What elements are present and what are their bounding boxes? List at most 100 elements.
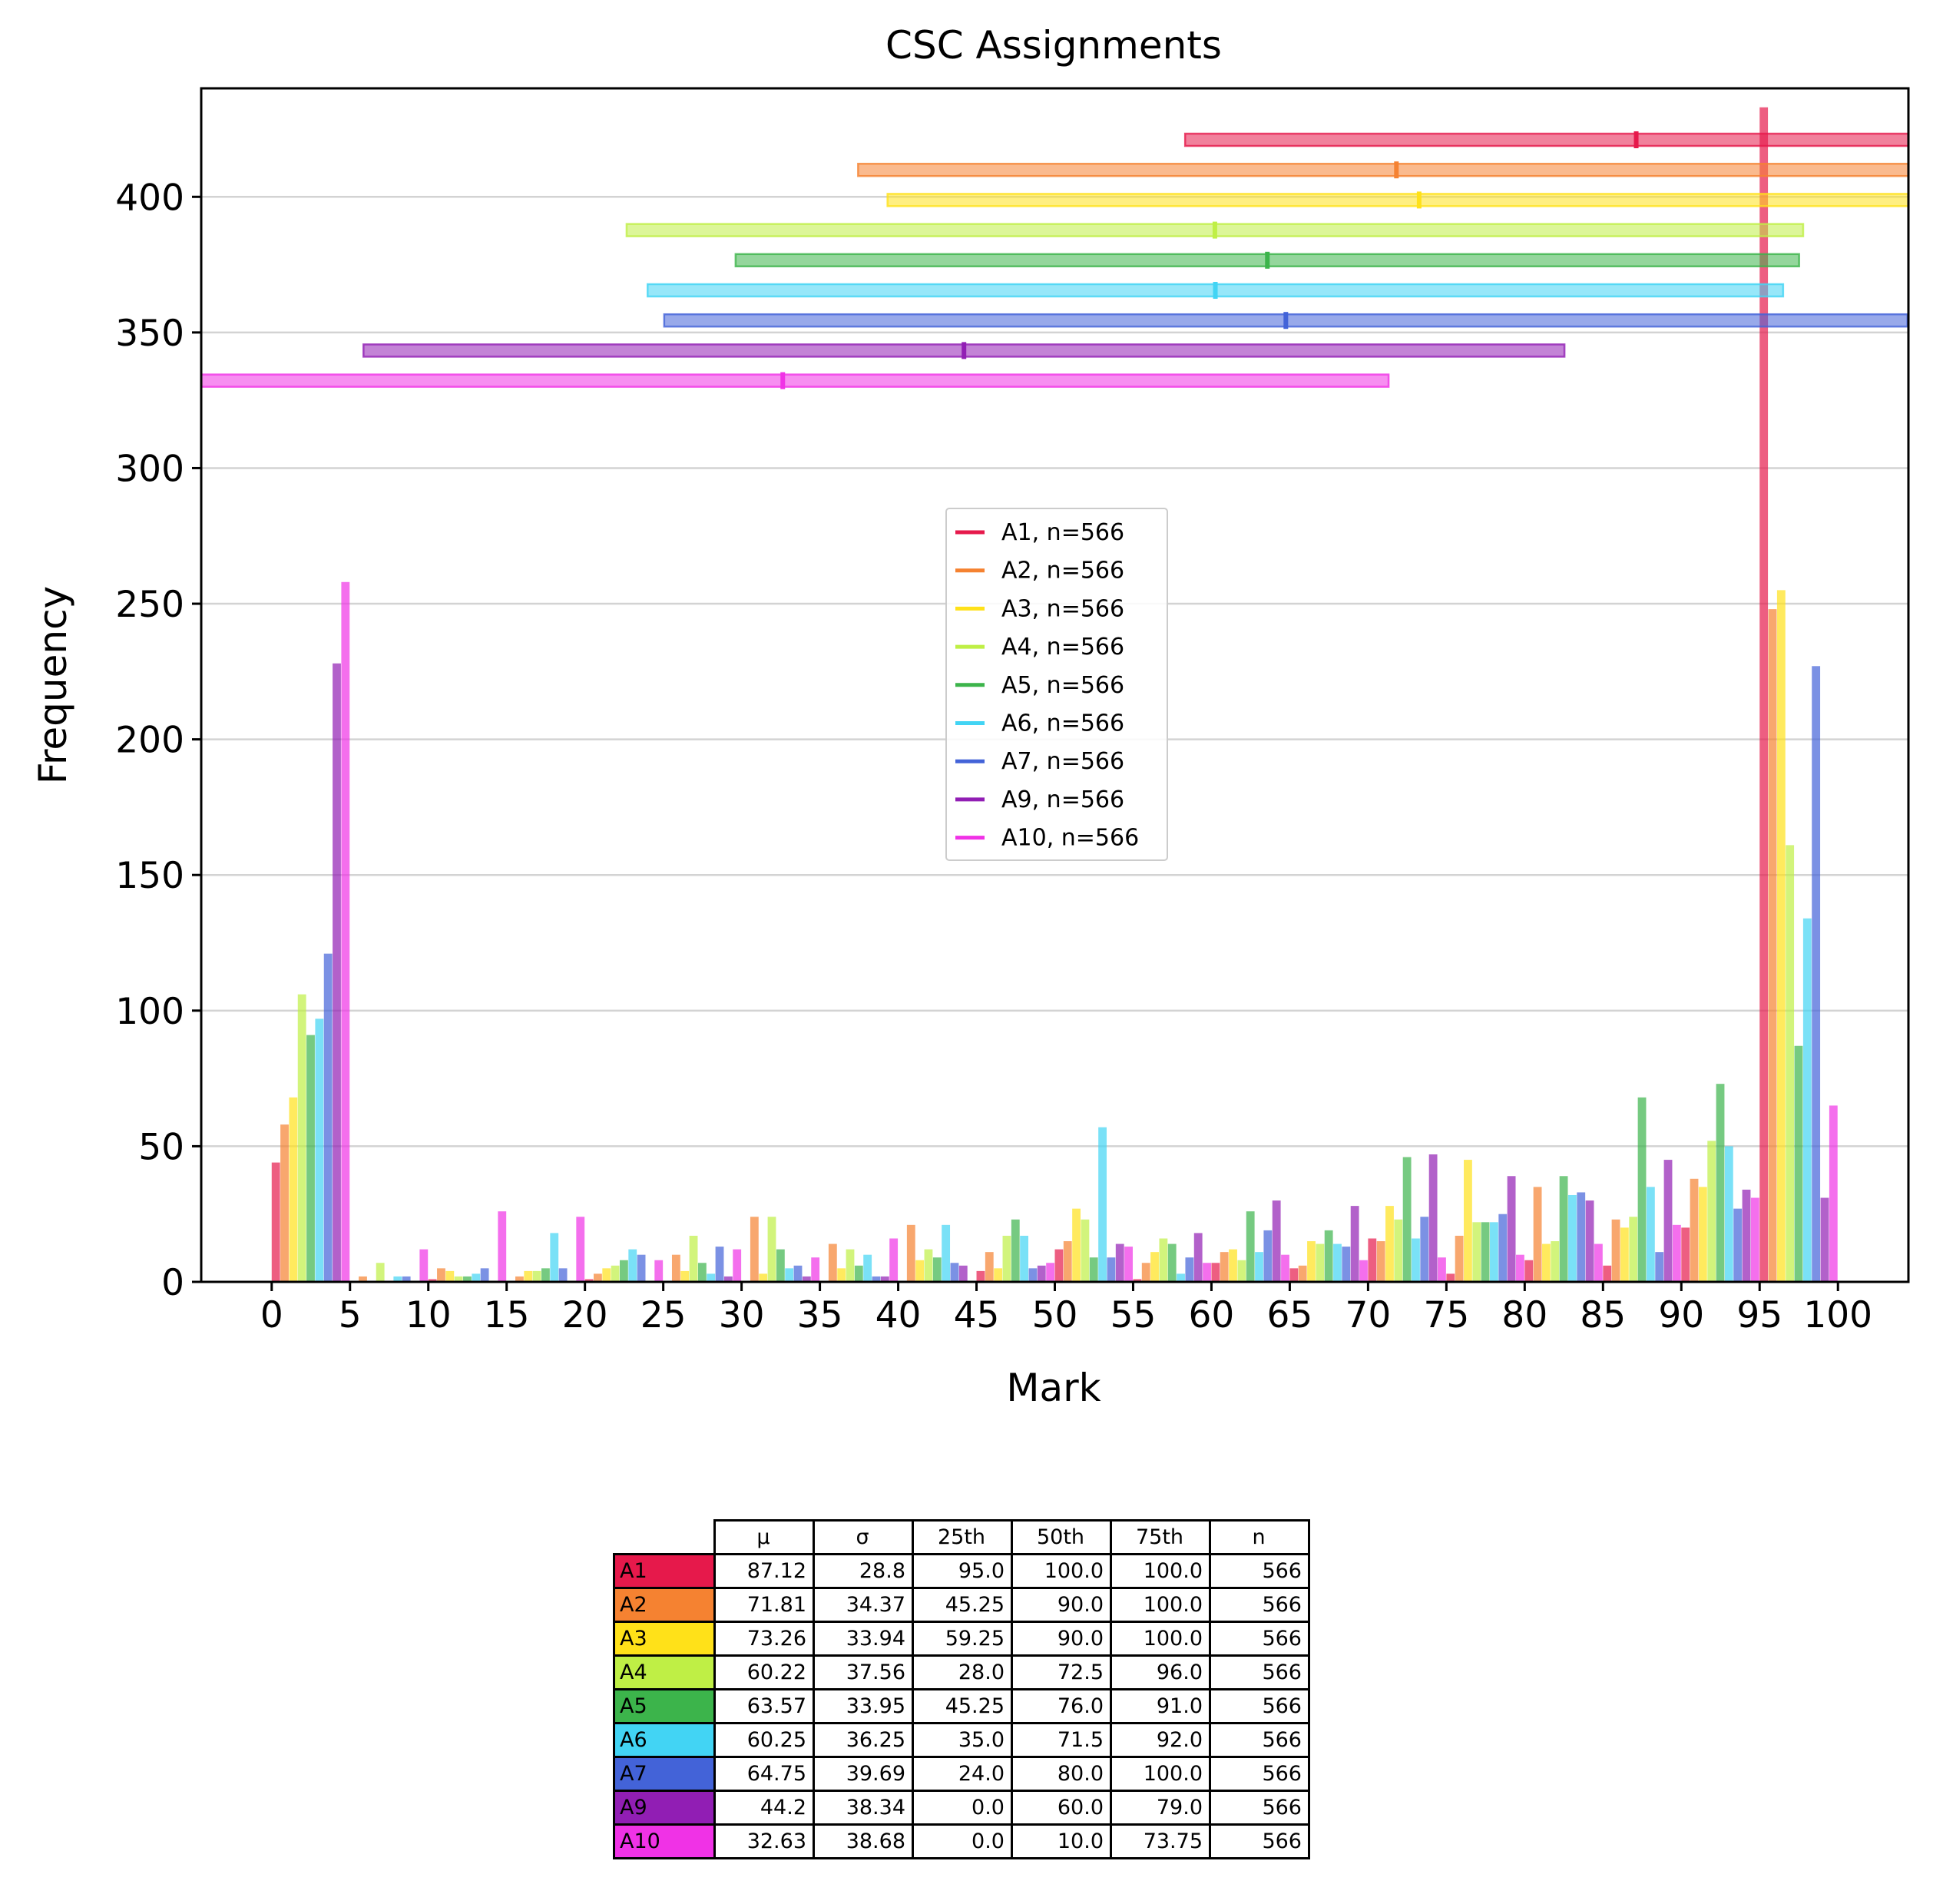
table-cell: 24.0 xyxy=(912,1756,1013,1792)
x-tick-label: 20 xyxy=(562,1294,608,1336)
histogram-bar xyxy=(1663,1160,1673,1282)
legend-label: A7, n=566 xyxy=(1001,748,1124,775)
histogram-bar xyxy=(323,953,333,1282)
histogram-bar xyxy=(985,1252,994,1282)
histogram-bar xyxy=(524,1270,533,1282)
histogram-bar xyxy=(1464,1160,1472,1282)
x-tick-label: 90 xyxy=(1658,1294,1704,1336)
histogram-bar xyxy=(297,994,306,1282)
table-cell: 33.94 xyxy=(813,1621,914,1657)
x-tick-label: 15 xyxy=(484,1294,530,1336)
histogram-bar xyxy=(472,1273,481,1282)
table-cell: 63.57 xyxy=(713,1688,815,1724)
histogram-bar xyxy=(315,1018,324,1282)
table-column-header: 50th xyxy=(1011,1519,1112,1555)
histogram-bar xyxy=(837,1268,846,1282)
histogram-bar xyxy=(341,581,350,1282)
histogram-bar xyxy=(1237,1260,1246,1282)
histogram-bar xyxy=(1507,1176,1516,1282)
table-cell: 37.56 xyxy=(813,1654,914,1690)
table-cell: 39.69 xyxy=(813,1756,914,1792)
histogram-bar xyxy=(593,1273,602,1282)
mean-marker xyxy=(1416,191,1422,209)
histogram-bar xyxy=(393,1276,402,1282)
histogram-bar xyxy=(454,1276,463,1282)
mean-marker xyxy=(1633,131,1639,148)
mean-std-range-bar xyxy=(1183,132,1910,147)
histogram-bar xyxy=(1707,1141,1716,1282)
histogram-bar xyxy=(811,1257,820,1282)
table-cell: 100.0 xyxy=(1011,1553,1112,1589)
histogram-bar xyxy=(1193,1233,1203,1282)
histogram-bar xyxy=(767,1217,776,1282)
table-cell: 59.25 xyxy=(912,1621,1013,1657)
histogram-bar xyxy=(671,1254,680,1282)
y-tick-label: 50 xyxy=(138,1126,184,1168)
table-cell: 566 xyxy=(1209,1654,1310,1690)
table-cell: 64.75 xyxy=(713,1756,815,1792)
histogram-bar xyxy=(1541,1243,1551,1282)
histogram-bar xyxy=(1350,1206,1359,1282)
y-axis-label: Frequency xyxy=(31,586,75,784)
y-tick-label: 400 xyxy=(115,177,184,219)
y-tick-label: 250 xyxy=(115,584,184,626)
legend: A1, n=566 A2, n=566 A3, n=566 A4, n=566 A5, … xyxy=(945,508,1168,861)
histogram-bar xyxy=(1446,1273,1455,1282)
table-cell: 73.26 xyxy=(713,1621,815,1657)
table-row: A5 63.57 33.95 45.25 76.0 91.0 566 xyxy=(613,1688,1310,1724)
histogram-bar xyxy=(1255,1252,1263,1282)
table-cell: 566 xyxy=(1209,1756,1310,1792)
mean-std-range-bar xyxy=(200,373,1390,388)
histogram-bar xyxy=(759,1273,768,1282)
histogram-bar xyxy=(532,1270,541,1282)
x-axis-label: Mark xyxy=(1006,1366,1101,1410)
table-cell: 60.25 xyxy=(713,1722,815,1758)
histogram-bar xyxy=(280,1124,289,1282)
histogram-bar xyxy=(480,1268,489,1282)
table-cell: 566 xyxy=(1209,1722,1310,1758)
table-cell: 100.0 xyxy=(1110,1756,1211,1792)
x-tick-label: 40 xyxy=(875,1294,922,1336)
table-cell: 90.0 xyxy=(1011,1587,1112,1623)
histogram-bar xyxy=(1081,1219,1090,1282)
mean-marker xyxy=(1265,251,1270,269)
histogram-bar xyxy=(723,1276,733,1282)
table-cell: 60.0 xyxy=(1011,1790,1112,1826)
histogram-bar xyxy=(1472,1222,1481,1282)
histogram-bar xyxy=(1637,1097,1647,1282)
histogram-bar xyxy=(602,1268,611,1282)
histogram-bar xyxy=(802,1276,811,1282)
table-cell: 90.0 xyxy=(1011,1621,1112,1657)
histogram-bar xyxy=(872,1276,881,1282)
table-cell: 32.63 xyxy=(713,1823,815,1859)
mean-marker xyxy=(780,372,786,389)
histogram-bar xyxy=(1046,1263,1054,1282)
histogram-bar xyxy=(1150,1252,1159,1282)
histogram-bar xyxy=(271,1162,280,1282)
x-tick-label: 65 xyxy=(1267,1294,1313,1336)
histogram-bar xyxy=(1620,1227,1629,1282)
histogram-bar xyxy=(1185,1257,1194,1282)
table-cell: 566 xyxy=(1209,1621,1310,1657)
table-cell: 80.0 xyxy=(1011,1756,1112,1792)
histogram-bar xyxy=(1733,1208,1743,1282)
histogram-bar xyxy=(628,1249,637,1282)
histogram-bar xyxy=(880,1276,889,1282)
histogram-bar xyxy=(889,1238,899,1282)
histogram-bar xyxy=(1272,1200,1281,1282)
histogram-bar xyxy=(611,1265,620,1282)
table-cell: 92.0 xyxy=(1110,1722,1211,1758)
histogram-bar xyxy=(1359,1260,1368,1282)
x-tick-label: 100 xyxy=(1803,1294,1872,1336)
legend-label: A3, n=566 xyxy=(1001,595,1124,622)
histogram-bar xyxy=(1402,1157,1412,1282)
histogram-bar xyxy=(750,1217,759,1282)
table-row: A2 71.81 34.37 45.25 90.0 100.0 566 xyxy=(613,1587,1310,1623)
histogram-bar xyxy=(1316,1243,1325,1282)
histogram-bar xyxy=(863,1254,872,1282)
histogram-bar xyxy=(1603,1265,1612,1282)
histogram-bar xyxy=(785,1268,794,1282)
table-cell: 0.0 xyxy=(912,1823,1013,1859)
histogram-bar xyxy=(1281,1254,1289,1282)
histogram-bar xyxy=(1246,1211,1255,1282)
